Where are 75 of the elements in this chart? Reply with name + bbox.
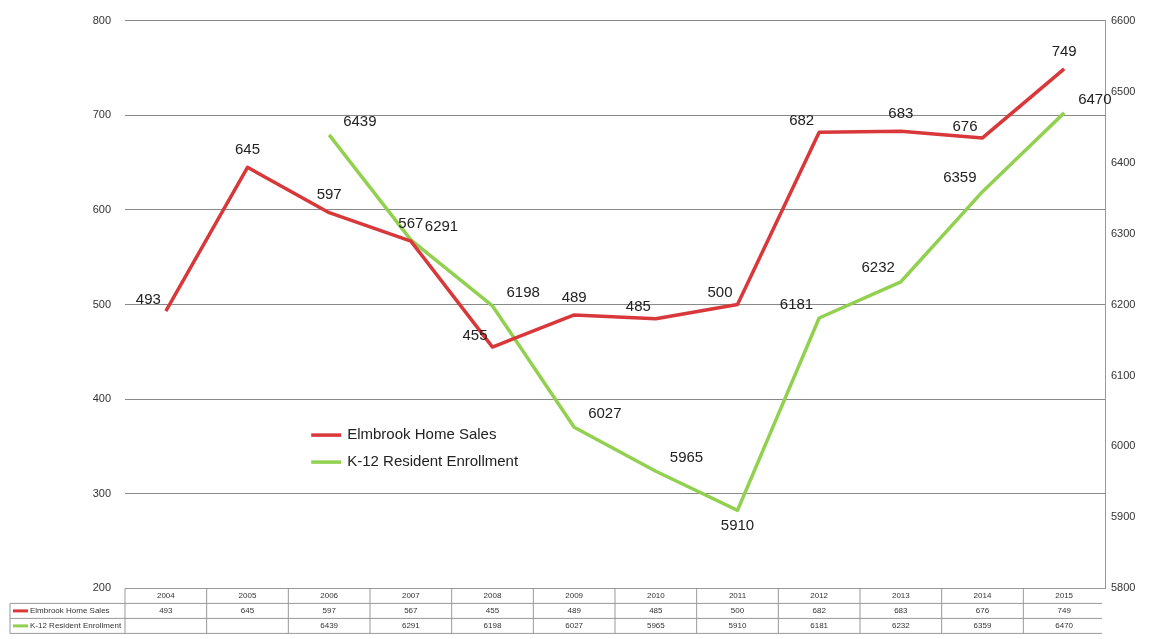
text: 455 xyxy=(485,606,500,616)
y2-tick-label: 6200 xyxy=(1111,297,1136,310)
text: 6359 xyxy=(973,621,992,631)
text: 6198 xyxy=(483,621,502,631)
y2-tick-label: 6500 xyxy=(1111,84,1136,97)
x-tick-label: 2009 xyxy=(565,591,584,601)
x-tick-label: 2013 xyxy=(891,591,911,601)
legend-label: Elmbrook Home Sales xyxy=(347,425,497,443)
y-tick-label: 800 xyxy=(92,13,111,26)
y2-tick-label: 6000 xyxy=(1111,439,1136,452)
y2-tick-label: 6100 xyxy=(1111,368,1136,381)
data-label: 6181 xyxy=(779,294,814,312)
text: 493 xyxy=(159,606,174,616)
text: 6232 xyxy=(891,621,911,631)
x-tick-label: 2014 xyxy=(973,591,992,601)
text: 6027 xyxy=(565,621,584,631)
text: 749 xyxy=(1057,606,1072,616)
y2-tick-label: 6600 xyxy=(1111,13,1136,26)
data-label: 597 xyxy=(316,185,342,203)
data-label: 500 xyxy=(707,283,733,301)
text: 500 xyxy=(730,606,745,616)
y-tick-label: 400 xyxy=(92,392,111,405)
text: 6439 xyxy=(320,621,339,631)
data-label: 682 xyxy=(789,110,815,128)
data-label: 567 xyxy=(398,213,424,231)
text: 597 xyxy=(322,606,337,616)
y2-tick-label: 5900 xyxy=(1111,510,1136,523)
data-label: 6359 xyxy=(943,168,977,186)
data-label: 6291 xyxy=(424,216,459,234)
data-label: 6198 xyxy=(506,282,540,300)
text: 645 xyxy=(240,606,255,616)
x-tick-label: 2008 xyxy=(483,591,502,601)
data-label: 5910 xyxy=(720,515,755,533)
x-tick-label: 2004 xyxy=(156,591,176,601)
data-label: 683 xyxy=(888,103,914,121)
text: 682 xyxy=(812,606,827,616)
x-tick-label: 2012 xyxy=(810,591,829,601)
y2-tick-label: 6300 xyxy=(1111,226,1136,239)
data-label: 6470 xyxy=(1078,89,1112,107)
text: 683 xyxy=(894,606,909,616)
data-label: 489 xyxy=(561,287,587,305)
x-tick-label: 2007 xyxy=(401,591,421,601)
x-tick-label: 2011 xyxy=(728,591,747,601)
data-label: 6027 xyxy=(588,403,622,421)
y-tick-label: 700 xyxy=(92,108,111,121)
data-label: 485 xyxy=(625,297,651,315)
text: 485 xyxy=(649,606,664,616)
data-label: 645 xyxy=(234,139,261,157)
data-label: 749 xyxy=(1051,41,1077,59)
y-tick-label: 200 xyxy=(92,581,111,594)
text: 6291 xyxy=(401,621,421,631)
y2-tick-label: 6400 xyxy=(1111,155,1136,168)
data-label: 493 xyxy=(135,289,161,307)
text: 5910 xyxy=(728,621,747,631)
y-tick-label: 300 xyxy=(92,486,111,499)
x-tick-label: 2005 xyxy=(238,591,257,601)
text: 5965 xyxy=(646,621,666,631)
data-label: 6439 xyxy=(343,111,377,129)
x-tick-label: 2010 xyxy=(646,591,666,601)
text: 489 xyxy=(567,606,582,616)
data-label: 6232 xyxy=(861,258,895,276)
legend-label: K-12 Resident Enrollment xyxy=(347,452,519,470)
data-label: 5965 xyxy=(669,447,704,465)
y-tick-label: 600 xyxy=(92,202,111,215)
text: 676 xyxy=(975,606,990,616)
data-label: 676 xyxy=(952,116,978,134)
text: 6470 xyxy=(1055,621,1074,631)
text: 6181 xyxy=(810,621,829,631)
text: 567 xyxy=(404,606,419,616)
text: K-12 Resident Enrollment xyxy=(30,621,122,631)
x-tick-label: 2015 xyxy=(1055,591,1074,601)
x-tick-label: 2006 xyxy=(320,591,339,601)
text: Elmbrook Home Sales xyxy=(30,606,110,616)
y2-tick-label: 5800 xyxy=(1111,581,1136,594)
y-tick-label: 500 xyxy=(92,297,111,310)
